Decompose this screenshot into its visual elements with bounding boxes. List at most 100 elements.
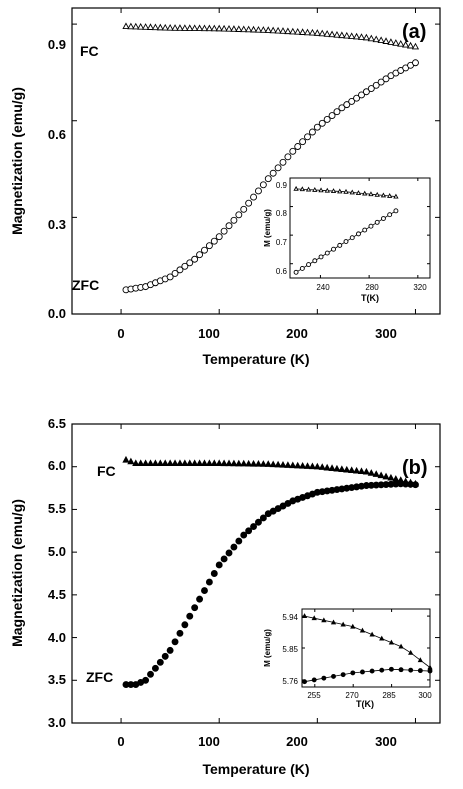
panel-a-zfc-point <box>269 169 277 177</box>
panel-b-inset-fc-point <box>311 615 317 621</box>
panel-b-zfc-point <box>205 578 213 586</box>
panel-b-zfc-point <box>186 612 194 620</box>
panel-b-zfc-point <box>240 531 248 539</box>
panel-b-fc-point <box>230 459 238 467</box>
panel-b-fc-point <box>151 459 160 466</box>
panel-a-inset-fc-point <box>343 188 349 194</box>
panel-b-zfc-point <box>259 514 267 522</box>
panel-a-zfc-point <box>377 78 385 86</box>
panel-b-zfc-point <box>191 604 199 612</box>
panel-b-inset-fc-point <box>388 639 395 645</box>
panel-a-fc-point <box>259 26 267 33</box>
panel-a-fc-point <box>186 24 194 31</box>
panel-a-label: (a) <box>402 21 426 43</box>
panel-a-inset-zfc-point <box>374 219 380 225</box>
panel-b-inset-fc-point <box>359 627 366 633</box>
panel-a-zfc-point <box>205 242 213 250</box>
panel-a-fc-point <box>230 25 238 32</box>
panel-a-fc-label: FC <box>80 43 99 59</box>
panel-b-ytick-label: 3.5 <box>48 672 66 687</box>
panel-b-zfc-point <box>245 527 253 535</box>
panel-b-inset-ytick-label: 5.85 <box>282 645 298 654</box>
panel-b-inset-fc-point <box>330 619 337 625</box>
panel-b-fc-point <box>146 459 155 466</box>
panel-b-fc-point <box>161 459 169 466</box>
panel-a-inset-fc-point <box>312 187 318 192</box>
panel-a-inset-fc-point <box>362 190 368 196</box>
panel-b-ytick-label: 5.0 <box>48 544 66 559</box>
panel-a-inset-fc-point <box>393 193 399 199</box>
panel-b-fc-point <box>343 465 351 473</box>
panel-b-fc-point <box>323 463 331 471</box>
panel-b-zfc-point <box>220 555 228 563</box>
panel-b-fc-point <box>299 462 307 469</box>
panel-a-fc-point <box>171 24 179 31</box>
panel-b-fc-point <box>333 464 341 472</box>
panel-a-zfc-point <box>196 251 204 259</box>
panel-a-zfc-point <box>279 158 287 166</box>
panel-a-inset-zfc-point <box>324 250 330 256</box>
panel-a-zfc-point <box>250 193 257 201</box>
panel-b-fc-point <box>362 467 371 475</box>
panel-a-zfc-point <box>245 199 253 207</box>
panel-a-xtick-label: 300 <box>375 326 397 341</box>
panel-b-fc-point <box>264 460 272 467</box>
panel-a-fc-point <box>195 24 204 32</box>
panel-a-zfc-point <box>274 164 282 172</box>
panel-b-zfc-point <box>210 570 218 577</box>
panel-b-fc-point <box>176 459 184 466</box>
panel-a-fc-point <box>274 26 282 34</box>
panel-a-inset-zfc-point <box>337 242 343 248</box>
panel-a-fc-point <box>382 37 390 44</box>
panel-b-fc-point <box>137 459 145 466</box>
panel-a-inset-zfc-point <box>293 269 299 275</box>
panel-a-zfc-point <box>333 108 341 116</box>
panel-b-fc-point <box>387 473 395 481</box>
panel-b-fc-point <box>348 466 356 474</box>
panel-b-inset-zfc-point <box>331 673 336 679</box>
panel-a-fc-point <box>411 42 420 50</box>
panel-a-inset-ytick-label: 0.8 <box>276 209 288 218</box>
panel-b-inset-xtick-label: 255 <box>307 691 321 700</box>
panel-b-inset-zfc-point <box>379 667 385 673</box>
panel-a-inset-zfc-point <box>368 223 374 229</box>
panel-b-zfc-point <box>196 595 204 603</box>
panel-a-fc-point <box>161 23 169 31</box>
panel-b-inset-fc-point <box>301 613 308 619</box>
panel-a-fc-point <box>352 32 361 40</box>
panel-a-zfc-point <box>343 101 351 109</box>
panel-a-fc-point <box>367 34 375 42</box>
panel-b-zfc-point <box>147 670 154 678</box>
panel-a-fc-point <box>333 30 341 38</box>
panel-b-zfc-point <box>161 652 169 660</box>
panel-a-zfc-point <box>191 255 199 263</box>
panel-a-fc-point <box>289 27 297 35</box>
panel-a: (a) Magnetization (emu/g) Temperature (K… <box>9 7 441 367</box>
panel-a-fc-point <box>377 36 385 44</box>
panel-a-fc-point <box>137 22 145 30</box>
panel-a-inset-fc-point <box>330 188 337 194</box>
panel-b-fc-point <box>220 459 228 467</box>
panel-a-inset-fc-point <box>380 192 387 198</box>
panel-b-inset-zfc-point <box>408 667 414 673</box>
panel-a-inset-ytick-label: 0.7 <box>276 238 288 247</box>
panel-a-zfc-point <box>215 233 223 241</box>
panel-a-fc-point <box>215 24 223 32</box>
panel-a-zfc-point <box>362 88 370 96</box>
panel-a-inset-xtick-label: 240 <box>316 283 330 292</box>
panel-a-fc-point <box>299 28 307 35</box>
panel-a-zfc-point <box>210 237 218 245</box>
panel-b-inset-zfc-point <box>311 677 317 683</box>
panel-a-inset-zfc-point <box>318 254 324 260</box>
panel-a-inset-fc-point <box>355 190 362 195</box>
panel-a-fc-point <box>372 35 380 43</box>
panel-a-zfc-point <box>308 128 316 136</box>
panel-a-ytick-label: 0.6 <box>48 127 66 142</box>
panel-a-fc-point <box>245 25 253 33</box>
panel-b-fc-point <box>372 470 380 477</box>
panel-b-fc-point <box>127 457 135 465</box>
panel-b-inset-fc-point <box>321 617 327 623</box>
panel-b-fc-point <box>303 462 312 469</box>
panel-b-fc-point <box>367 469 375 476</box>
